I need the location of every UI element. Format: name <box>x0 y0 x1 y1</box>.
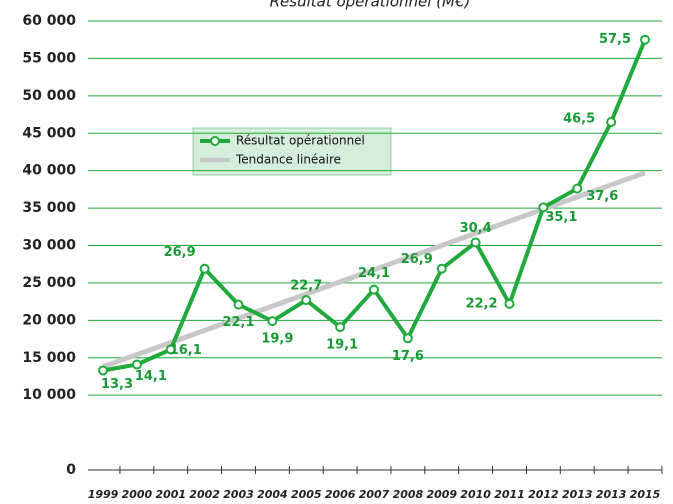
data-label: 37,6 <box>586 189 618 204</box>
data-label: 19,1 <box>326 338 358 353</box>
y-tick-label: 0 <box>66 462 76 478</box>
x-tick-label: 2001 <box>155 488 186 501</box>
marker <box>233 299 244 310</box>
x-tick-label: 1999 <box>88 488 119 501</box>
x-tick-label: 2015 <box>630 488 661 501</box>
y-tick-label: 20 000 <box>22 312 76 328</box>
marker <box>131 359 142 370</box>
line <box>102 38 647 373</box>
x-tick-label: 2003 <box>223 488 254 501</box>
y-tick-label: 60 000 <box>22 13 76 29</box>
data-label: 14,1 <box>135 369 167 384</box>
legend <box>192 127 392 176</box>
data-label: 57,5 <box>599 32 631 47</box>
data-label: 26,9 <box>401 252 433 267</box>
x-tick-label: 2002 <box>189 488 220 501</box>
marker <box>267 316 278 327</box>
x-tick-label: 2008 <box>393 488 424 501</box>
x-tick-label: 2004 <box>257 488 288 501</box>
y-tick-label: 55 000 <box>22 50 76 66</box>
x-tick-label: 2005 <box>291 488 322 501</box>
marker <box>402 333 413 344</box>
x-tick-label: 2013 <box>596 488 627 501</box>
data-label: 24,1 <box>358 266 390 281</box>
marker <box>640 34 650 45</box>
y-tick-label: 15 000 <box>22 350 76 366</box>
marker <box>369 284 379 295</box>
x-tick-label: 2007 <box>359 488 390 501</box>
x-tick-label: 2006 <box>325 488 356 501</box>
marker <box>335 322 346 333</box>
data-label: 17,6 <box>392 349 424 364</box>
data-label: 22,1 <box>222 315 254 330</box>
x-tick-label: 2010 <box>460 488 491 501</box>
y-tick-label: 40 000 <box>22 163 76 179</box>
data-label: 22,7 <box>290 279 322 294</box>
marker <box>606 117 617 128</box>
data-label: 26,9 <box>164 245 196 260</box>
legend-label: Tendance linéaire <box>235 153 341 167</box>
marker <box>470 237 481 248</box>
marker <box>436 263 447 274</box>
marker <box>504 298 515 309</box>
x-tick-label: 2000 <box>122 488 153 501</box>
y-tick-label: 35 000 <box>22 200 76 216</box>
marker <box>301 295 312 306</box>
data-label: 19,9 <box>261 332 293 347</box>
marker <box>538 202 549 213</box>
data-label: 13,3 <box>101 377 133 392</box>
data-label: 16,1 <box>170 343 202 358</box>
x-tick-label: 2009 <box>426 488 457 501</box>
x-tick-label: 2012 <box>528 488 559 501</box>
y-tick-label: 25 000 <box>22 275 76 291</box>
y-tick-label: 50 000 <box>22 88 76 104</box>
data-label: 46,5 <box>563 112 595 127</box>
data-label: 35,1 <box>545 210 577 225</box>
marker <box>572 183 583 194</box>
legend-marker <box>210 136 220 146</box>
legend-label: Résultat opérationnel <box>236 134 365 148</box>
x-tick-label: 2013 <box>562 488 593 501</box>
y-tick-label: 10 000 <box>22 387 76 403</box>
y-tick-label: 30 000 <box>22 238 76 254</box>
data-label: 22,2 <box>465 296 497 311</box>
marker <box>98 365 108 376</box>
trend-line <box>102 170 646 370</box>
data-label: 30,4 <box>460 221 492 236</box>
x-tick-label: 2011 <box>494 488 525 501</box>
marker <box>165 344 176 355</box>
chart-title: Résultat opérationnel (M€) <box>270 0 471 11</box>
marker <box>199 263 210 274</box>
y-tick-label: 45 000 <box>22 125 76 141</box>
